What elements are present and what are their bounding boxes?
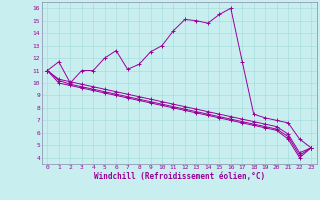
- X-axis label: Windchill (Refroidissement éolien,°C): Windchill (Refroidissement éolien,°C): [94, 172, 265, 181]
